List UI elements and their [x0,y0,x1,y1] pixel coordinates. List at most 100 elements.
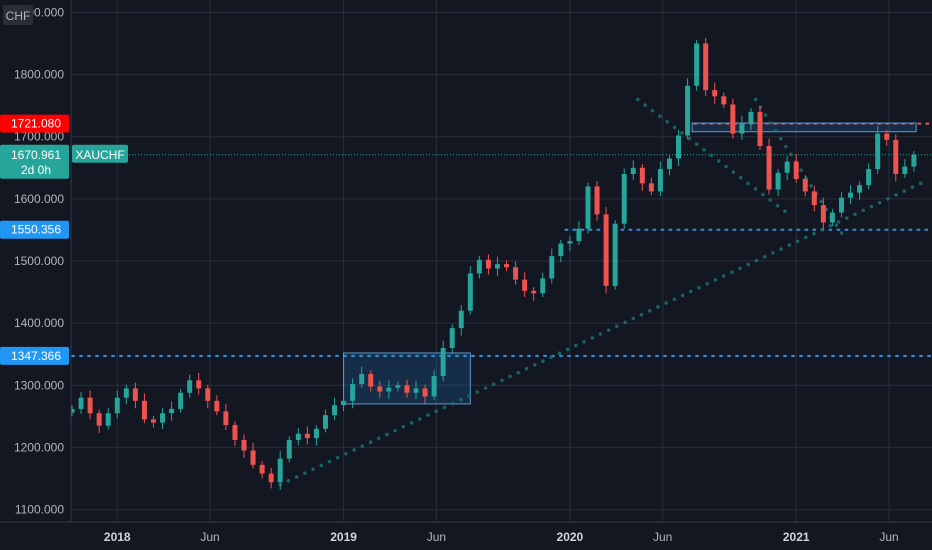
candle-body [413,388,419,393]
support-dot [869,204,874,209]
support-dot [844,216,849,220]
candle-body [250,450,256,465]
support-dot [500,378,504,383]
time-tick-label: 2020 [557,530,584,544]
trend-dot [768,198,772,202]
support-dot [475,390,480,394]
support-dot [795,239,800,244]
trend-dot-2 [799,168,803,172]
candle-body [721,96,727,105]
time-tick-label: Jun [427,530,446,544]
support-dot [721,274,726,278]
candle-body [630,167,636,174]
trend-dot-2 [763,113,768,117]
support-dot [680,293,685,298]
support-dot [311,467,315,472]
candle-body [78,397,84,409]
trend-dot [650,108,655,113]
trend-dot [680,131,684,135]
candle-body [160,413,166,423]
time-tick-label: 2021 [783,530,810,544]
candle-body [467,273,473,311]
candle-body [703,43,709,91]
support-dot [902,189,907,193]
time-axis-panel[interactable] [0,522,932,550]
candle-body [504,264,510,268]
candle-body [712,90,718,97]
candle-body [793,161,799,179]
candle-body [802,178,808,192]
candle-body [205,388,211,401]
support-dot [623,320,627,325]
candle-body [694,43,700,86]
support-dot [344,452,348,456]
trend-dot-2 [758,105,763,110]
trend-dot [783,209,787,214]
time-tick-label: 2019 [330,530,357,544]
trend-dot [738,175,743,180]
support-dot [467,394,471,398]
support-dot [418,417,422,421]
trend-dot-2 [834,223,839,227]
level-low-tag: 1347.366 [11,349,61,363]
support-dot [459,397,463,402]
support-dot [532,363,537,367]
support-dot [590,336,595,340]
candle-body [259,464,265,474]
candle-body [295,433,301,440]
support-dot [615,324,619,329]
support-dot [491,382,496,387]
time-tick-label: Jun [200,530,219,544]
price-tick-label: 1400.000 [14,316,64,330]
support-dot [656,305,660,309]
trend-dot [687,136,692,141]
candle-body [648,183,654,192]
time-tick-label: 2018 [104,530,131,544]
support-dot [516,370,521,375]
support-dot [779,247,783,251]
countdown-tag: 2d 0h [21,163,51,177]
candle-body [531,290,537,294]
support-dot [598,332,603,336]
candle-body [911,154,917,167]
price-axis-panel[interactable] [0,0,71,522]
price-tick-label: 1500.000 [14,254,64,268]
candle-body [304,433,310,439]
time-axis: 2018 Jun 2019 Jun 2020 Jun 2021 Jun [104,530,899,544]
candle-body [893,139,899,174]
level-mid-tag-bg [0,220,69,239]
candle-body [223,411,229,426]
currency-label: CHF [6,9,31,23]
resistance-tag-bg [0,114,69,133]
support-dot [574,343,578,348]
candle-body [558,243,564,257]
price-tick-label: 1100.000 [15,503,64,517]
candle-body [286,439,292,459]
support-dot [385,432,389,437]
support-dot [918,181,923,186]
candle-body [567,241,573,244]
candle-body [549,256,555,279]
candle-body [875,133,881,170]
candle-body [458,310,464,329]
candle-body [395,385,401,388]
candle-body [350,384,356,401]
support-dot [409,421,414,425]
candle-body [386,387,392,392]
support-dot [434,409,439,414]
trend-dot-2 [819,199,824,204]
symbol-tag-bg [72,144,128,163]
candle-body [187,380,193,393]
candle-body [829,212,835,223]
resistance-tag: 1721.080 [11,117,61,131]
candle-body [105,413,111,426]
candle-body [594,186,600,215]
support-dot [368,440,373,445]
level-low-tag-bg [0,346,69,365]
price-tick-label: 1600.000 [14,192,64,206]
candle-body [422,388,428,397]
symbol-tag: XAUCHF [75,148,124,162]
candle-body [232,425,238,440]
